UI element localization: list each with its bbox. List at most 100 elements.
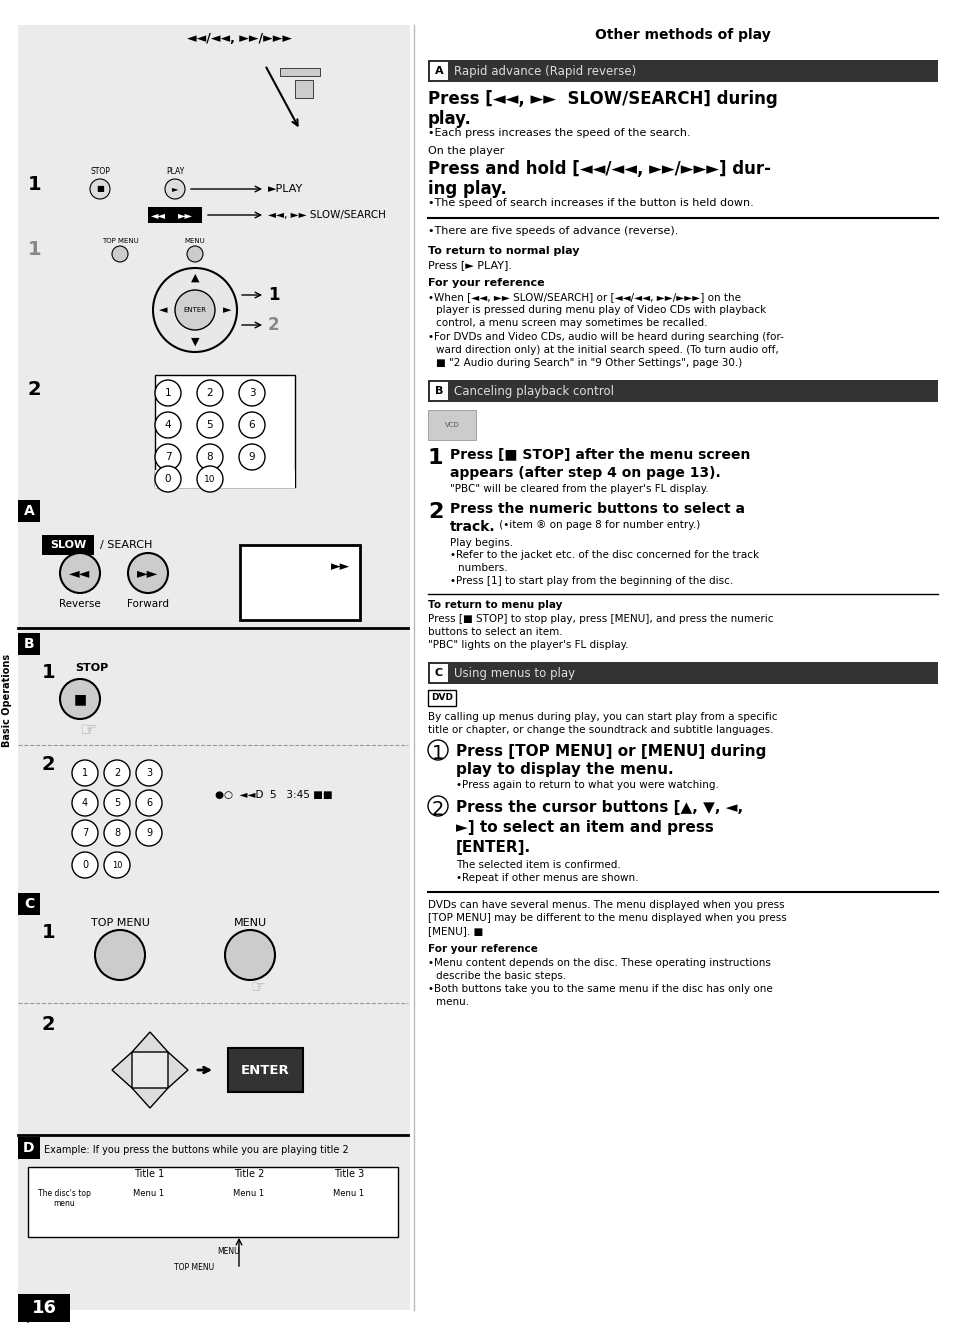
Text: Reverse: Reverse [59, 599, 101, 609]
Text: ▲: ▲ [191, 273, 199, 282]
Text: 3: 3 [249, 388, 255, 398]
Circle shape [71, 852, 98, 878]
Text: ◄◄, ►► SLOW/SEARCH: ◄◄, ►► SLOW/SEARCH [268, 210, 385, 220]
Text: 9: 9 [146, 829, 152, 838]
Circle shape [136, 821, 162, 846]
Text: Other methods of play: Other methods of play [595, 28, 770, 43]
Text: •There are five speeds of advance (reverse).: •There are five speeds of advance (rever… [428, 226, 678, 236]
Bar [18, 633, 40, 655]
Bar [428, 690, 456, 706]
Text: The disc's top
menu: The disc's top menu [37, 1189, 91, 1208]
Text: •Refer to the jacket etc. of the disc concerned for the track: •Refer to the jacket etc. of the disc co… [450, 550, 759, 559]
Text: control, a menu screen may sometimes be recalled.: control, a menu screen may sometimes be … [436, 318, 707, 328]
Text: 2: 2 [42, 755, 55, 774]
Polygon shape [112, 1052, 132, 1088]
Text: Example: If you press the buttons while you are playing title 2: Example: If you press the buttons while … [44, 1146, 349, 1155]
Text: Press [TOP MENU] or [MENU] during: Press [TOP MENU] or [MENU] during [456, 745, 765, 759]
Circle shape [154, 466, 181, 492]
Circle shape [239, 380, 265, 406]
Text: B: B [435, 386, 443, 396]
Bar [148, 206, 202, 222]
Text: 1: 1 [165, 388, 172, 398]
Text: MENU: MENU [185, 238, 205, 244]
Polygon shape [168, 1052, 188, 1088]
Text: ■ "2 Audio during Search" in "9 Other Settings", page 30.): ■ "2 Audio during Search" in "9 Other Se… [436, 358, 741, 368]
Text: appears (after step 4 on page 13).: appears (after step 4 on page 13). [450, 466, 720, 480]
Text: ☞: ☞ [251, 978, 265, 996]
Bar [428, 410, 476, 440]
Text: 5: 5 [207, 420, 213, 430]
Circle shape [196, 444, 223, 470]
Text: 6: 6 [249, 420, 255, 430]
Text: 7: 7 [165, 452, 172, 462]
Text: 16: 16 [31, 1299, 56, 1317]
Text: buttons to select an item.: buttons to select an item. [428, 627, 562, 637]
Text: 9: 9 [249, 452, 255, 462]
Text: Title 2: Title 2 [233, 1169, 264, 1179]
Text: 3: 3 [146, 769, 152, 778]
Text: By calling up menus during play, you can start play from a specific: By calling up menus during play, you can… [428, 713, 777, 722]
Text: To return to normal play: To return to normal play [428, 246, 578, 256]
Circle shape [128, 553, 168, 593]
Text: ing play.: ing play. [428, 180, 506, 198]
Text: ■: ■ [73, 693, 87, 706]
Text: DVD: DVD [431, 694, 453, 702]
Text: A: A [24, 503, 34, 518]
Text: ◄: ◄ [158, 305, 167, 314]
Text: B: B [24, 637, 34, 651]
Text: 5: 5 [113, 798, 120, 809]
Bar [294, 80, 313, 99]
Text: 2: 2 [113, 769, 120, 778]
Text: "PBC" lights on the player's FL display.: "PBC" lights on the player's FL display. [428, 639, 628, 650]
Text: ◄◄/◄◄, ►►/►►►: ◄◄/◄◄, ►►/►►► [188, 32, 293, 45]
Text: 1: 1 [28, 240, 42, 258]
Text: Title 1: Title 1 [133, 1169, 164, 1179]
Text: (•item ® on page 8 for number entry.): (•item ® on page 8 for number entry.) [496, 519, 700, 530]
Text: Press [■ STOP] to stop play, press [MENU], and press the numeric: Press [■ STOP] to stop play, press [MENU… [428, 614, 773, 623]
Text: 4: 4 [82, 798, 88, 809]
Text: TOP MENU: TOP MENU [102, 238, 138, 244]
Bar [280, 68, 319, 76]
Circle shape [112, 246, 128, 262]
Text: ◄◄: ◄◄ [151, 210, 166, 220]
Text: play to display the menu.: play to display the menu. [456, 762, 673, 777]
Text: 2: 2 [42, 1015, 55, 1034]
Text: Press [■ STOP] after the menu screen: Press [■ STOP] after the menu screen [450, 448, 750, 462]
Text: 4: 4 [165, 420, 172, 430]
Text: 2: 2 [207, 388, 213, 398]
Text: ►PLAY: ►PLAY [268, 184, 303, 194]
Text: "PBC" will be cleared from the player's FL display.: "PBC" will be cleared from the player's … [450, 484, 708, 494]
Text: play.: play. [428, 111, 472, 128]
Text: ward direction only) at the initial search speed. (To turn audio off,: ward direction only) at the initial sear… [436, 345, 778, 356]
Text: Press the numeric buttons to select a: Press the numeric buttons to select a [450, 502, 744, 515]
Text: [ENTER].: [ENTER]. [456, 840, 531, 855]
Text: 1: 1 [82, 769, 88, 778]
Text: PLAY: PLAY [166, 166, 184, 176]
Circle shape [196, 466, 223, 492]
Bar [430, 663, 448, 682]
Circle shape [154, 412, 181, 438]
Text: 2: 2 [432, 801, 444, 819]
Text: 6: 6 [146, 798, 152, 809]
Text: numbers.: numbers. [457, 563, 507, 573]
Circle shape [174, 290, 214, 330]
Bar [240, 545, 359, 619]
Circle shape [71, 821, 98, 846]
Text: Menu 1: Menu 1 [233, 1189, 264, 1197]
Text: •Press [1] to start play from the beginning of the disc.: •Press [1] to start play from the beginn… [450, 575, 733, 586]
Text: VCD: VCD [444, 422, 459, 428]
Text: To return to menu play: To return to menu play [428, 599, 561, 610]
Text: D: D [23, 1142, 34, 1155]
Text: Using menus to play: Using menus to play [454, 666, 575, 679]
Text: For your reference: For your reference [428, 944, 537, 954]
Circle shape [165, 178, 185, 198]
Circle shape [90, 178, 110, 198]
Circle shape [187, 246, 203, 262]
Text: VQT8633: VQT8633 [18, 1315, 59, 1324]
Polygon shape [132, 1032, 168, 1052]
Bar [18, 1138, 40, 1159]
Text: / SEARCH: / SEARCH [100, 539, 152, 550]
Text: title or chapter, or change the soundtrack and subtitle languages.: title or chapter, or change the soundtra… [428, 725, 773, 735]
Text: 10: 10 [204, 474, 215, 484]
Text: Play begins.: Play begins. [450, 538, 513, 547]
